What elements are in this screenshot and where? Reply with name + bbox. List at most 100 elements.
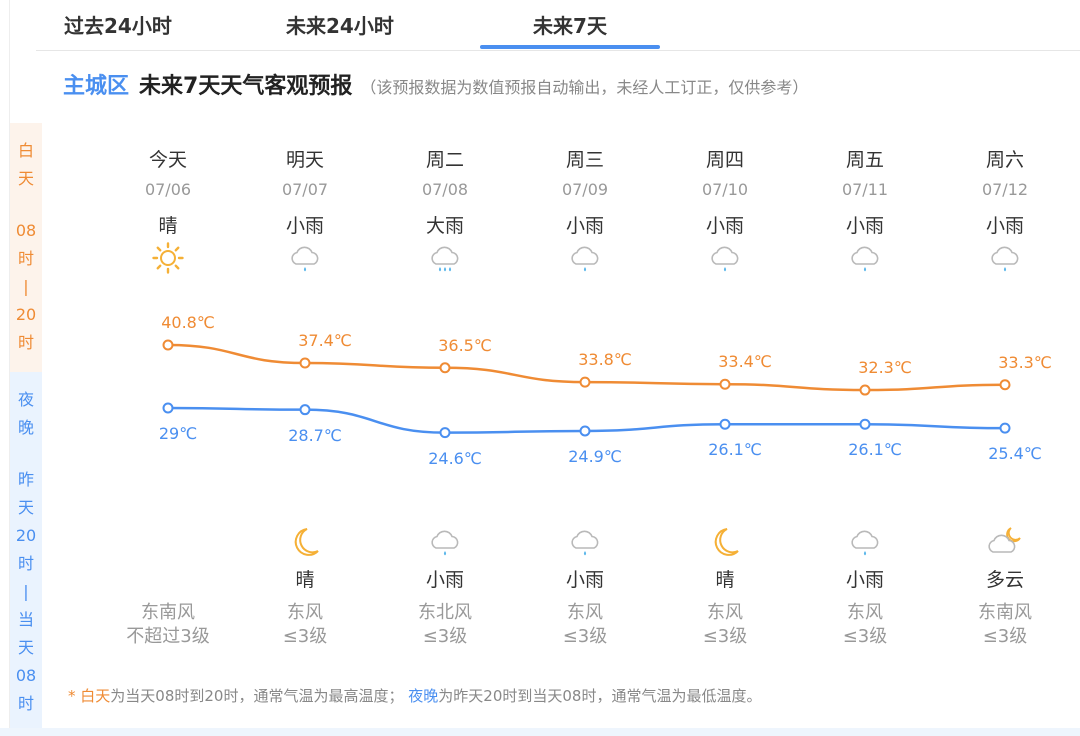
light-rain-icon	[711, 246, 739, 272]
light-rain-icon	[571, 530, 599, 556]
day-date: 07/11	[841, 180, 889, 199]
low-temp-label: 29℃	[158, 424, 198, 443]
cloudy-night-icon	[988, 527, 1021, 553]
wind-info: 东风 ≤3级	[665, 601, 785, 649]
footnote-day-text: 为当天08时到20时，通常气温为最高温度；	[110, 687, 404, 705]
day-date: 07/09	[561, 180, 609, 199]
day-date: 07/07	[281, 180, 329, 199]
side-char: 08	[15, 666, 37, 685]
low-temp-point	[439, 427, 451, 439]
forecast-title: 未来7天天气客观预报	[139, 74, 353, 99]
low-temp-label: 28.7℃	[288, 425, 342, 445]
tab-next-24h[interactable]: 未来24小时	[286, 14, 394, 38]
wind-info: 东南风不超过3级	[108, 601, 228, 649]
tab-past-24h[interactable]: 过去24小时	[64, 14, 172, 38]
day-weather: 小雨	[845, 215, 884, 237]
side-char: 当	[17, 610, 34, 629]
wind-level: ≤3级	[282, 626, 328, 647]
side-char: 昨	[17, 470, 34, 489]
day-date: 07/10	[701, 180, 749, 199]
side-char: 天	[17, 638, 34, 657]
wind-level: 不超过3级	[126, 626, 210, 647]
wind-direction: 东风	[707, 602, 743, 623]
low-temp-point	[579, 425, 591, 437]
day-weather: 小雨	[565, 215, 604, 237]
side-char: |	[23, 582, 29, 601]
side-char: 时	[17, 249, 34, 268]
wind-direction: 东北风	[418, 602, 472, 623]
low-temp-label: 24.9℃	[568, 446, 622, 466]
high-temp-point	[579, 376, 591, 388]
footnote-night-text: 为昨天20时到当天08时，通常气温为最低温度。	[438, 687, 762, 705]
low-temp-label: 26.1℃	[708, 440, 762, 460]
side-char: 晚	[17, 418, 34, 437]
night-weather: 晴	[715, 569, 735, 591]
day-name: 明天	[285, 149, 324, 171]
side-char: 08	[15, 221, 37, 240]
light-rain-icon	[851, 246, 879, 272]
high-temp-label: 40.8℃	[161, 313, 215, 332]
wind-level: ≤3级	[702, 626, 748, 647]
wind-level: ≤3级	[982, 626, 1028, 647]
sun-icon	[152, 242, 184, 274]
high-temp-label: 33.3℃	[998, 352, 1052, 372]
low-temp-label: 24.6℃	[428, 448, 482, 468]
footnote: * 白天为当天08时到20时，通常气温为最高温度； 夜晚为昨天20时到当天08时…	[68, 685, 761, 706]
day-date: 07/08	[421, 180, 469, 199]
moon-icon	[714, 528, 739, 556]
low-temp-point	[299, 404, 311, 416]
moon-icon	[294, 528, 319, 556]
high-temp-label: 32.3℃	[858, 358, 912, 378]
wind-info: 东风 ≤3级	[805, 601, 925, 649]
night-weather: 小雨	[425, 569, 464, 591]
tab-bar: 过去24小时 未来24小时 未来7天	[36, 0, 1080, 51]
day-date: 07/12	[981, 180, 1029, 199]
side-char: 夜	[17, 390, 34, 409]
high-temp-point	[162, 339, 174, 351]
high-temp-point	[299, 357, 311, 369]
nighttime-label: 夜 晚 昨 天 20 时 | 当 天 08 时	[10, 372, 42, 728]
side-char: 20	[15, 526, 37, 545]
light-rain-icon	[851, 530, 879, 556]
low-temp-point	[999, 422, 1011, 434]
day-date: 07/06	[144, 180, 192, 199]
day-weather: 小雨	[285, 215, 324, 237]
high-temp-point	[859, 384, 871, 396]
wind-direction: 东南风	[141, 602, 195, 623]
wind-direction: 东风	[847, 602, 883, 623]
daytime-label: 白 天 08 时 | 20 时	[10, 123, 42, 372]
page-title: 主城区 未来7天天气客观预报 （该预报数据为数值预报自动输出，未经人工订正，仅供…	[63, 68, 808, 100]
night-weather: 晴	[295, 569, 315, 591]
night-weather: 多云	[985, 569, 1024, 591]
side-char: 时	[17, 554, 34, 573]
high-temp-label: 36.5℃	[438, 335, 492, 355]
wind-level: ≤3级	[842, 626, 888, 647]
side-char: 时	[17, 694, 34, 713]
day-name: 周四	[705, 149, 744, 171]
day-name: 周二	[425, 149, 464, 171]
low-temp-label: 26.1℃	[848, 440, 902, 460]
night-weather: 小雨	[845, 569, 884, 591]
left-border	[9, 0, 10, 736]
day-name: 周五	[845, 149, 884, 171]
night-weather: 小雨	[565, 569, 604, 591]
bottom-bar	[0, 728, 1080, 736]
day-weather: 小雨	[985, 215, 1024, 237]
light-rain-icon	[991, 246, 1019, 272]
day-name: 周三	[565, 149, 604, 171]
wind-info: 东南风 ≤3级	[945, 601, 1065, 649]
low-temp-point	[162, 402, 174, 414]
low-temp-point	[719, 418, 731, 430]
city-name: 主城区	[63, 74, 130, 99]
side-char: 天	[17, 169, 34, 188]
day-name: 周六	[985, 149, 1024, 171]
day-weather: 小雨	[705, 215, 744, 237]
wind-info: 东北风 ≤3级	[385, 601, 505, 649]
side-char: 白	[17, 141, 34, 160]
high-temp-label: 33.8℃	[578, 350, 632, 370]
low-temp-point	[859, 418, 871, 430]
wind-info: 东风 ≤3级	[245, 601, 365, 649]
tab-next-7d[interactable]: 未来7天	[533, 14, 607, 38]
footnote-night-label: 夜晚	[408, 687, 439, 705]
low-temp-label: 25.4℃	[988, 444, 1042, 464]
